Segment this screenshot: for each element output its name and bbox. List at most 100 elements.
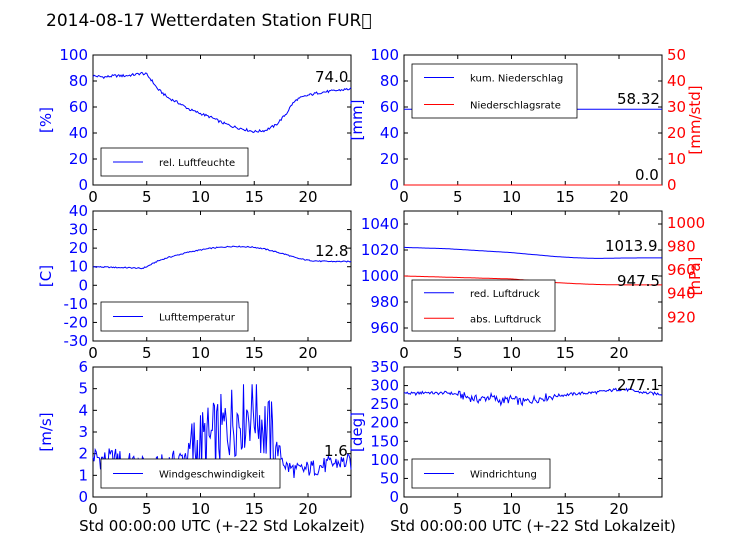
- y-axis-label: [%]: [37, 107, 55, 133]
- x-tick-label: 15: [245, 500, 264, 518]
- x-tick-label: 10: [191, 188, 210, 206]
- x-tick-label: 0: [399, 500, 409, 518]
- last-value-label: 12.8: [315, 242, 348, 260]
- y2-tick-label: 920: [667, 308, 696, 326]
- y2-tick-label: 0: [667, 176, 677, 194]
- last-value-label: 277.1: [617, 376, 660, 394]
- x-tick-label: 0: [399, 188, 409, 206]
- y-tick-label: 20: [380, 150, 399, 168]
- y-tick-label: 5: [78, 380, 88, 398]
- x-tick-label: 20: [298, 344, 317, 362]
- last-value-label: 1.6: [324, 442, 348, 460]
- y-tick-label: 50: [380, 469, 399, 487]
- y-tick-label: 200: [370, 414, 399, 432]
- x-tick-label: 5: [142, 500, 152, 518]
- y2-tick-label: 10: [667, 150, 686, 168]
- y-tick-label: 40: [69, 202, 88, 220]
- x-tick-label: 20: [609, 188, 628, 206]
- legend-entry: red. Luftdruck: [470, 289, 540, 300]
- x-tick-label: 5: [142, 344, 152, 362]
- y-tick-label: 1020: [361, 241, 399, 259]
- legend-entry: rel. Luftfeuchte: [159, 158, 235, 169]
- y-axis-label: [C]: [37, 265, 55, 287]
- legend-entry: Windrichtung: [470, 470, 537, 481]
- x-tick-label: 20: [609, 344, 628, 362]
- y-axis-label: [mm]: [348, 100, 366, 141]
- y2-tick-label: 20: [667, 124, 686, 142]
- y-tick-label: 300: [370, 377, 399, 395]
- y-tick-label: 3: [78, 423, 88, 441]
- y-tick-label: 1040: [361, 215, 399, 233]
- y-tick-label: -30: [64, 332, 89, 350]
- x-tick-label: 10: [502, 500, 521, 518]
- y-tick-label: 80: [69, 72, 88, 90]
- y-tick-label: 0: [78, 276, 88, 294]
- y-tick-label: 250: [370, 395, 399, 413]
- y-tick-label: 980: [370, 293, 399, 311]
- y-tick-label: 20: [69, 150, 88, 168]
- last-value-label: 58.32: [617, 90, 660, 108]
- last-value-label: 1013.9: [605, 237, 658, 255]
- last-value-label: 74.0: [315, 68, 348, 86]
- legend-box: [411, 63, 578, 119]
- legend-entry: Windgeschwindigkeit: [159, 470, 265, 481]
- y-tick-label: 40: [69, 124, 88, 142]
- y-tick-label: 2: [78, 445, 88, 463]
- y-tick-label: 1: [78, 466, 88, 484]
- x-tick-label: 15: [245, 188, 264, 206]
- y-tick-label: 100: [370, 451, 399, 469]
- x-tick-label: 20: [298, 188, 317, 206]
- x-tick-label: 10: [502, 344, 521, 362]
- y2-tick-label: 40: [667, 72, 686, 90]
- x-axis-label-right: Std 00:00:00 UTC (+-22 Std Lokalzeit): [390, 517, 676, 535]
- x-tick-label: 15: [245, 344, 264, 362]
- last-value-label-2: 0.0: [635, 166, 659, 184]
- y2-tick-label: 980: [667, 237, 696, 255]
- x-tick-label: 15: [556, 500, 575, 518]
- y2-axis-label: [hPa]: [686, 257, 704, 296]
- legend-box: [411, 279, 556, 332]
- y-tick-label: 60: [69, 98, 88, 116]
- x-tick-label: 15: [556, 344, 575, 362]
- x-axis-label-left: Std 00:00:00 UTC (+-22 Std Lokalzeit): [79, 517, 365, 535]
- y-tick-label: 100: [59, 46, 88, 64]
- x-tick-label: 10: [191, 500, 210, 518]
- x-tick-label: 5: [453, 188, 463, 206]
- x-tick-label: 0: [399, 344, 409, 362]
- y-tick-label: 40: [380, 124, 399, 142]
- x-tick-label: 5: [453, 500, 463, 518]
- series-line-lufttemperatur: [93, 245, 352, 270]
- y-tick-label: 100: [370, 46, 399, 64]
- x-tick-label: 5: [453, 344, 463, 362]
- x-tick-label: 20: [298, 500, 317, 518]
- x-tick-label: 10: [502, 188, 521, 206]
- legend-entry: abs. Luftdruck: [470, 314, 541, 325]
- y-tick-label: 30: [69, 221, 88, 239]
- y-tick-label: 60: [380, 98, 399, 116]
- x-tick-label: 0: [88, 500, 98, 518]
- y-tick-label: 960: [370, 319, 399, 337]
- y2-tick-label: 940: [667, 285, 696, 303]
- x-tick-label: 0: [88, 188, 98, 206]
- x-tick-label: 5: [142, 188, 152, 206]
- y-tick-label: 10: [69, 258, 88, 276]
- legend-entry: Lufttemperatur: [159, 313, 236, 324]
- y-axis-label: [deg]: [348, 412, 366, 452]
- y2-tick-label: 1000: [667, 214, 705, 232]
- y-tick-label: 0: [78, 488, 88, 506]
- y-tick-label: -10: [64, 295, 89, 313]
- series-line-red-luftdruck: [404, 246, 662, 259]
- y-tick-label: -20: [64, 313, 89, 331]
- y2-tick-label: 50: [667, 46, 686, 64]
- x-tick-label: 10: [191, 344, 210, 362]
- y-tick-label: 0: [389, 176, 399, 194]
- y-tick-label: 350: [370, 358, 399, 376]
- y-tick-label: 6: [78, 358, 88, 376]
- y-tick-label: 0: [389, 488, 399, 506]
- y-tick-label: 4: [78, 401, 88, 419]
- y2-tick-label: 960: [667, 261, 696, 279]
- y2-axis-label: [mm/std]: [686, 85, 704, 154]
- y-tick-label: 150: [370, 432, 399, 450]
- series-line-windrichtung: [404, 387, 663, 407]
